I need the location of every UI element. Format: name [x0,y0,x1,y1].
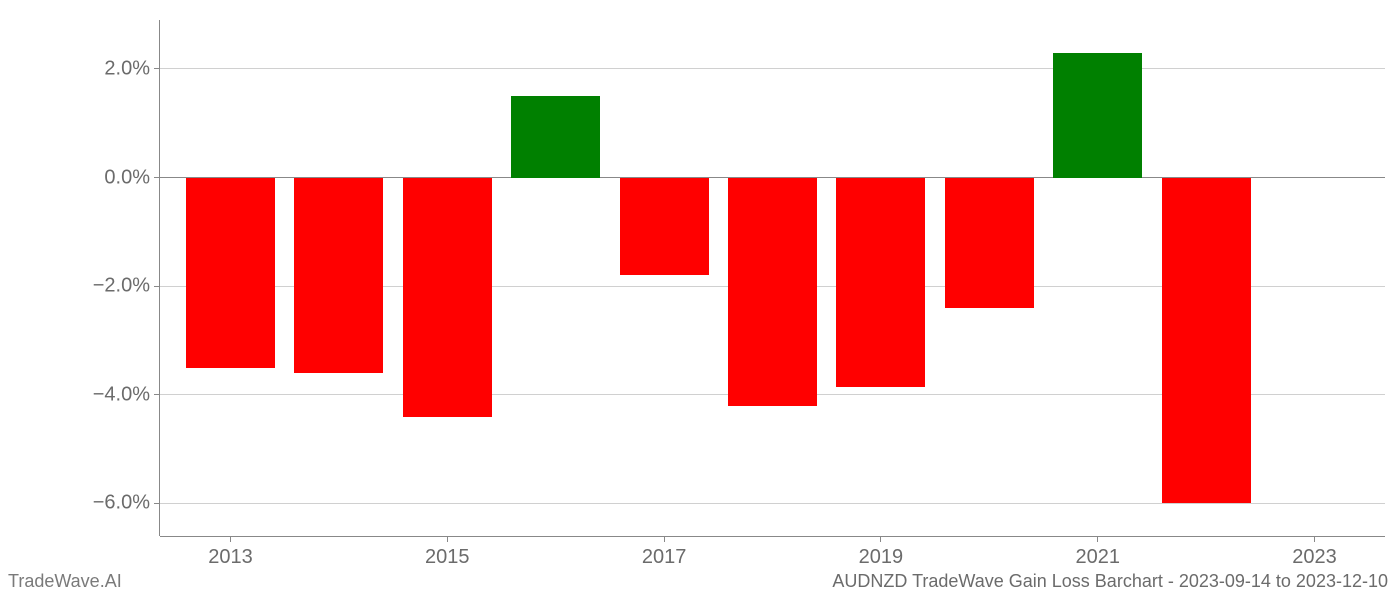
y-tick-label: 0.0% [104,166,150,189]
x-tick-mark [880,536,881,542]
x-tick-mark [664,536,665,542]
y-tick-mark [154,286,160,287]
x-tick-label: 2013 [208,546,253,569]
chart-caption: AUDNZD TradeWave Gain Loss Barchart - 20… [832,571,1388,592]
y-tick-label: −4.0% [93,383,150,406]
bar-2013 [186,178,275,368]
x-tick-label: 2023 [1292,546,1337,569]
x-tick-mark [1314,536,1315,542]
x-tick-label: 2021 [1075,546,1120,569]
bar-2018 [728,178,817,406]
x-tick-label: 2019 [859,546,904,569]
gridline [160,68,1385,69]
x-tick-mark [447,536,448,542]
y-tick-mark [154,503,160,504]
y-tick-mark [154,394,160,395]
bar-2017 [620,178,709,276]
x-tick-mark [230,536,231,542]
y-tick-mark [154,177,160,178]
y-tick-mark [154,68,160,69]
bar-2021 [1053,53,1142,178]
bar-2016 [511,96,600,177]
bar-2015 [403,178,492,417]
brand-watermark: TradeWave.AI [8,571,122,592]
x-tick-label: 2017 [642,546,687,569]
y-tick-label: −6.0% [93,492,150,515]
y-tick-label: −2.0% [93,275,150,298]
x-tick-label: 2015 [425,546,470,569]
chart-container: −6.0% −4.0% −2.0% 0.0% 2.0% 2013 2015 2017 2019 2… [0,0,1400,600]
bar-2022 [1162,178,1251,504]
x-axis-spine [160,536,1385,537]
x-tick-mark [1097,536,1098,542]
y-tick-label: 2.0% [104,57,150,80]
bar-2020 [945,178,1034,308]
y-axis-spine [159,20,160,536]
bar-2019 [836,178,925,387]
plot-area: −6.0%−4.0%−2.0%0.0%2.0%20132015201720192… [160,20,1385,536]
bar-2014 [294,178,383,374]
